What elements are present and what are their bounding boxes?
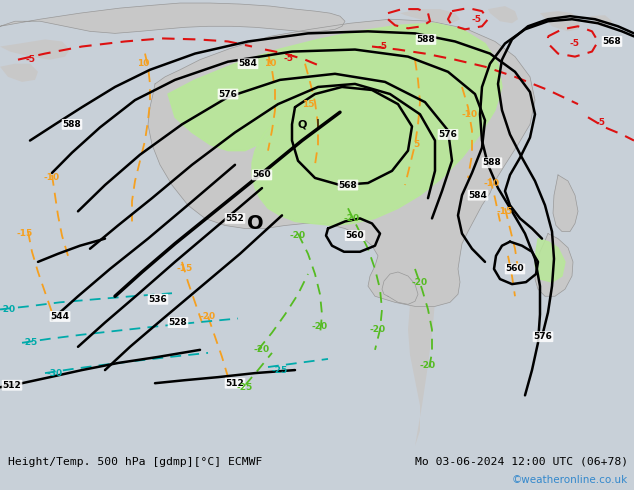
Polygon shape — [0, 64, 38, 82]
Polygon shape — [400, 9, 460, 23]
Text: 576: 576 — [534, 332, 552, 341]
Text: -25: -25 — [22, 338, 38, 347]
Polygon shape — [535, 239, 565, 282]
Text: -10: -10 — [44, 173, 60, 182]
Text: 552: 552 — [226, 214, 244, 223]
Text: 5: 5 — [413, 140, 419, 149]
Polygon shape — [168, 23, 502, 225]
Text: -20: -20 — [312, 322, 328, 331]
Text: -30: -30 — [47, 368, 63, 378]
Text: 512: 512 — [3, 381, 22, 390]
Text: 560: 560 — [506, 265, 524, 273]
Text: |: | — [316, 119, 320, 130]
Text: -25: -25 — [237, 383, 253, 392]
Text: 576: 576 — [439, 130, 458, 139]
Text: ©weatheronline.co.uk: ©weatheronline.co.uk — [512, 475, 628, 485]
Text: -15: -15 — [497, 207, 513, 216]
Text: 588: 588 — [482, 158, 501, 167]
Text: 584: 584 — [238, 59, 257, 68]
Text: -5: -5 — [471, 15, 481, 24]
Text: -5: -5 — [570, 39, 580, 48]
Text: -20: -20 — [344, 214, 360, 223]
Text: Mo 03-06-2024 12:00 UTC (06+78): Mo 03-06-2024 12:00 UTC (06+78) — [415, 457, 628, 467]
Text: 528: 528 — [169, 318, 188, 327]
Text: -10: -10 — [484, 178, 500, 188]
Text: -20: -20 — [412, 278, 428, 287]
Text: 588: 588 — [417, 35, 436, 44]
Text: 576: 576 — [219, 90, 238, 98]
Text: -20: -20 — [200, 312, 216, 321]
Polygon shape — [590, 15, 612, 27]
Polygon shape — [540, 11, 580, 31]
Text: -20: -20 — [420, 361, 436, 369]
Text: -20: -20 — [370, 325, 386, 334]
Text: 512: 512 — [226, 379, 244, 388]
Text: -15: -15 — [17, 229, 33, 238]
Polygon shape — [382, 272, 418, 304]
Text: 10: 10 — [137, 59, 149, 68]
Polygon shape — [408, 97, 438, 446]
Text: 536: 536 — [148, 295, 167, 304]
Text: 10: 10 — [264, 59, 276, 68]
Polygon shape — [0, 39, 70, 60]
Polygon shape — [535, 234, 573, 296]
Text: -25: -25 — [272, 366, 288, 374]
Text: 568: 568 — [603, 37, 621, 46]
Text: 15: 15 — [302, 99, 314, 109]
Text: 544: 544 — [51, 312, 70, 321]
Text: 588: 588 — [63, 120, 81, 129]
Text: -5: -5 — [595, 118, 605, 127]
Text: Q: Q — [297, 120, 307, 129]
Text: -20: -20 — [290, 231, 306, 240]
Text: -10: -10 — [462, 110, 478, 119]
Polygon shape — [148, 19, 535, 306]
Polygon shape — [0, 3, 345, 33]
Text: -5: -5 — [283, 54, 293, 63]
Polygon shape — [488, 6, 518, 23]
Text: O: O — [247, 214, 263, 233]
Text: -20: -20 — [0, 305, 16, 314]
Text: Height/Temp. 500 hPa [gdmp][°C] ECMWF: Height/Temp. 500 hPa [gdmp][°C] ECMWF — [8, 457, 262, 467]
Polygon shape — [553, 175, 578, 232]
Text: -15: -15 — [177, 265, 193, 273]
Text: -5: -5 — [25, 55, 35, 64]
Text: 568: 568 — [339, 180, 358, 190]
Text: 560: 560 — [253, 171, 271, 179]
Text: -20: -20 — [254, 345, 270, 354]
Text: 560: 560 — [346, 231, 365, 240]
Text: -5: -5 — [377, 42, 387, 51]
Text: 584: 584 — [469, 191, 488, 199]
